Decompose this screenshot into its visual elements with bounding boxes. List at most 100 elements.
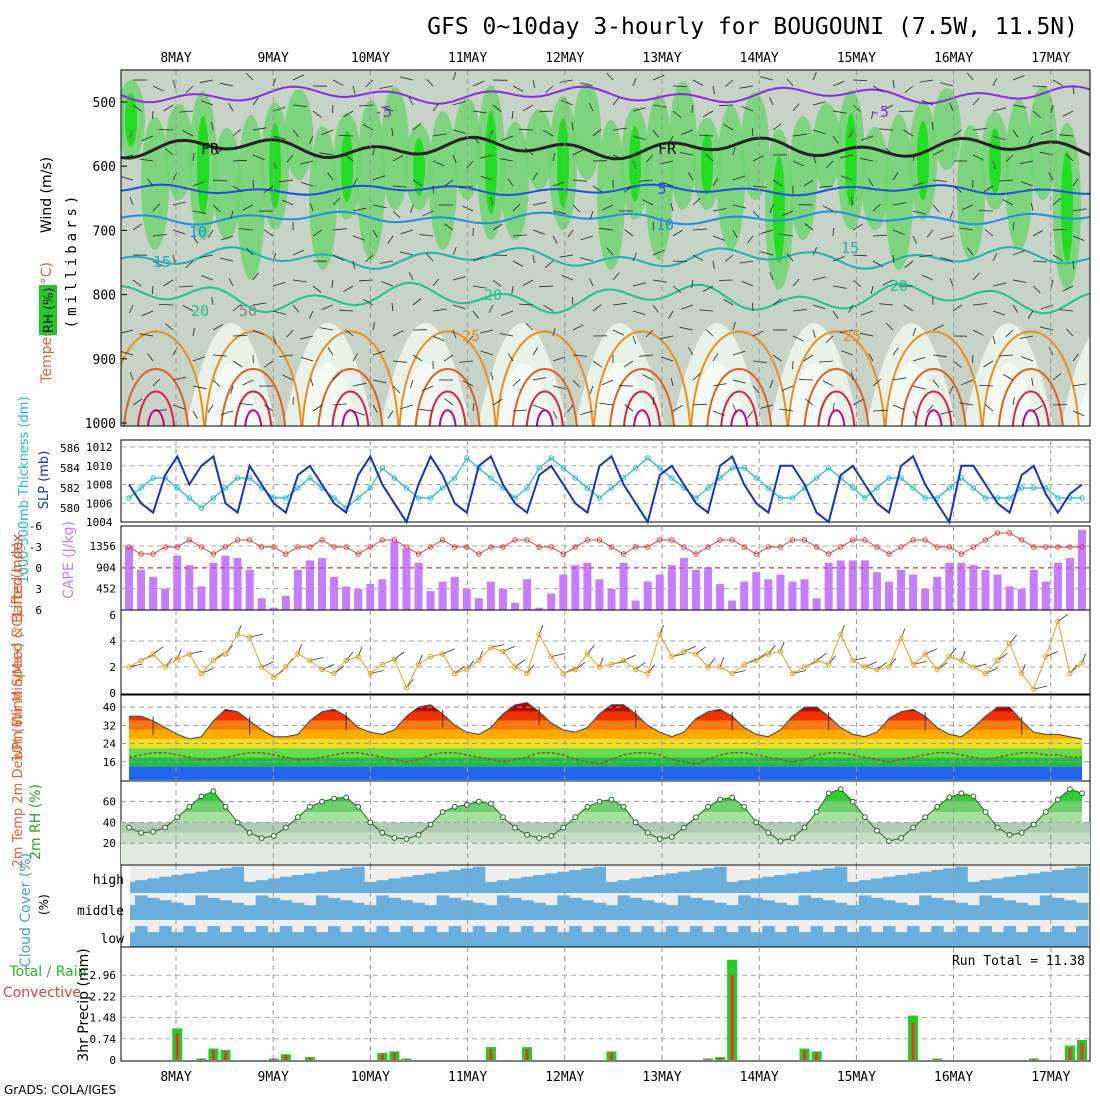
cape-bar [1041,581,1050,610]
rh-marker [548,833,555,839]
wind-barb [242,204,254,211]
wind-barb [747,235,754,244]
cloud-bar [979,880,992,893]
wind-barb [1012,250,1025,256]
wind-barb [832,227,835,237]
wind-barb [892,202,907,206]
precip-convective-bar [1080,1042,1084,1060]
wind10m-barb [840,624,845,635]
temp-band [129,748,1082,758]
thickness-marker [741,465,747,471]
cloud-bar [931,926,944,947]
warm-contour-30 [123,368,189,426]
wind-barb [552,385,567,390]
wind-barb [212,179,227,182]
wind-barb [532,229,546,235]
rh-moist-blob [357,100,385,260]
wind-barb [152,203,160,212]
wind10m-marker [813,657,820,664]
cloud-bar [509,878,522,893]
cloud-bar [1039,871,1053,893]
cloud-bar [533,932,546,947]
wind-barb [519,303,534,306]
wind-barb [512,203,521,212]
thickness-marker [403,485,410,491]
cape-bar [897,569,906,610]
wind10m-marker [1079,660,1085,666]
wind-barb [872,378,882,387]
cloud-bar [255,926,269,947]
cloud-bar [171,932,184,947]
thickness-marker [427,495,434,501]
temp-band [129,766,1082,780]
date-label-top: 12MAY [545,51,584,66]
lifted-index-axis-label: Lifted Index [10,534,26,616]
wind-barb [949,278,954,287]
wind-barb [552,181,566,187]
cloud-bar [689,870,703,893]
cloud-bar [195,895,208,920]
wind-barb [642,199,654,206]
warm-contour-40 [827,409,846,426]
wind-barb [567,229,574,238]
li-marker [922,537,928,543]
cloud-bar [557,932,570,947]
wind10m-marker [246,634,253,640]
wind-barb [1050,104,1054,113]
wind-barb [660,356,674,362]
wind-tick-label: 4 [109,635,116,648]
wind-barb [732,350,746,356]
wind-barb [245,72,254,81]
cloud-bar [424,905,438,920]
wind-barb [332,228,347,231]
cloud-bar [943,868,956,893]
wind-barb [912,210,926,215]
wind-barb [769,97,774,106]
wind10m-marker [391,656,398,662]
wind-barb [192,356,205,362]
wind10m-marker [789,670,796,677]
thickness-marker [753,475,759,481]
cloud-bar [858,880,872,893]
wind10m-marker [174,656,180,662]
wind-barb [272,77,276,87]
wind-barb [292,74,305,81]
wind-barb [339,309,354,312]
rh-marker [355,803,362,810]
wind-barb [432,278,440,287]
wind-barb [926,229,934,238]
li-marker [198,544,205,550]
precip-convective-bar [380,1053,384,1060]
wind-barb [932,179,947,182]
wind-tick-label: 6 [109,609,116,622]
wind10m-marker [379,661,386,668]
wind-barb [372,322,376,331]
thickness-marker [391,475,398,481]
cloud-bar [484,905,498,920]
wind-barb [687,172,694,181]
slp-tick-label: 1004 [86,516,113,529]
wind-barb [952,360,962,368]
wind-barb [632,282,646,287]
rh-marker [958,790,965,797]
wind-barb [932,324,945,331]
cloud-bar [919,871,932,893]
li-marker [295,544,301,550]
rh-marker [451,803,458,810]
rh-marker [246,829,253,836]
li-marker [1043,544,1049,550]
warm-contour-25 [121,330,205,426]
wind-barb [343,285,354,293]
wind-barb [786,253,794,262]
thickness-tick-label: 586 [60,442,80,455]
warm-contour-40 [147,409,165,426]
cape-bar [378,579,387,610]
wind-barb [432,160,445,167]
wind-barb [532,79,536,88]
wind-barb [412,179,423,187]
warm-contour-25 [884,330,983,426]
wind-barb [772,123,782,131]
rh-moist-blob [237,115,265,280]
cloud-bar [352,926,365,947]
wind10m-marker [898,635,904,642]
